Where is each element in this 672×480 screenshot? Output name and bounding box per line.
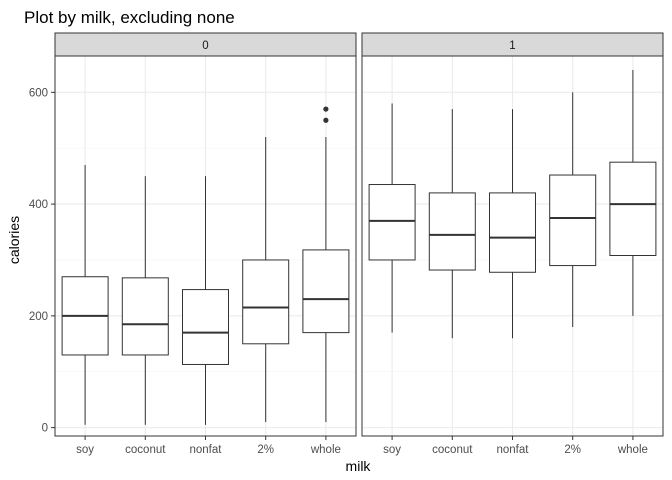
box-iqr	[182, 289, 229, 365]
x-tick-label: soy	[76, 444, 94, 456]
box-nonfat	[489, 109, 536, 339]
box-iqr	[368, 184, 416, 261]
x-tick-label: nonfat	[190, 444, 223, 456]
x-tick-label: nonfat	[497, 444, 530, 456]
x-tick-label: 2%	[564, 444, 581, 456]
box-iqr	[609, 161, 657, 256]
facet-panel-0: 0 soy coconut nonfat 2% whole	[54, 32, 357, 456]
box-soy	[61, 164, 109, 425]
y-tick-label: 200	[29, 311, 48, 323]
box-coconut	[121, 176, 169, 425]
y-axis: 0 200 400 600	[29, 87, 55, 435]
y-axis-title: calories	[6, 216, 22, 264]
x-tick-label: whole	[310, 444, 341, 456]
x-axis-title: milk	[346, 458, 372, 474]
box-whole	[609, 69, 657, 316]
box-coconut	[428, 109, 476, 339]
outlier-point	[323, 106, 329, 112]
facet-panel-1: 1 soy coconut nonfat 2% whole	[361, 32, 664, 456]
box-nonfat	[182, 176, 229, 425]
box-iqr	[242, 259, 290, 345]
box-iqr	[549, 174, 597, 267]
box-iqr	[121, 277, 169, 356]
box-whole	[302, 106, 350, 423]
box-iqr	[428, 192, 476, 271]
outlier-point	[323, 117, 329, 123]
facet-panels: 0 soy coconut nonfat 2% whole 1 soy coconut nonfa…	[54, 32, 664, 456]
box-2pct	[549, 92, 597, 328]
box-soy	[368, 103, 416, 333]
x-tick-label: whole	[617, 444, 648, 456]
y-tick-label: 600	[29, 87, 48, 99]
x-tick-label: soy	[383, 444, 401, 456]
box-2pct	[242, 137, 290, 423]
x-tick-label: coconut	[125, 444, 166, 456]
y-tick-label: 400	[29, 199, 48, 211]
box-iqr	[489, 192, 536, 273]
x-tick-label: coconut	[432, 444, 473, 456]
y-tick-label: 0	[42, 423, 48, 435]
chart-title: Plot by milk, excluding none	[24, 8, 235, 27]
box-iqr	[302, 249, 350, 334]
x-tick-label: 2%	[257, 444, 274, 456]
facet-strip-label: 0	[202, 40, 208, 52]
facet-strip-label: 1	[509, 40, 515, 52]
